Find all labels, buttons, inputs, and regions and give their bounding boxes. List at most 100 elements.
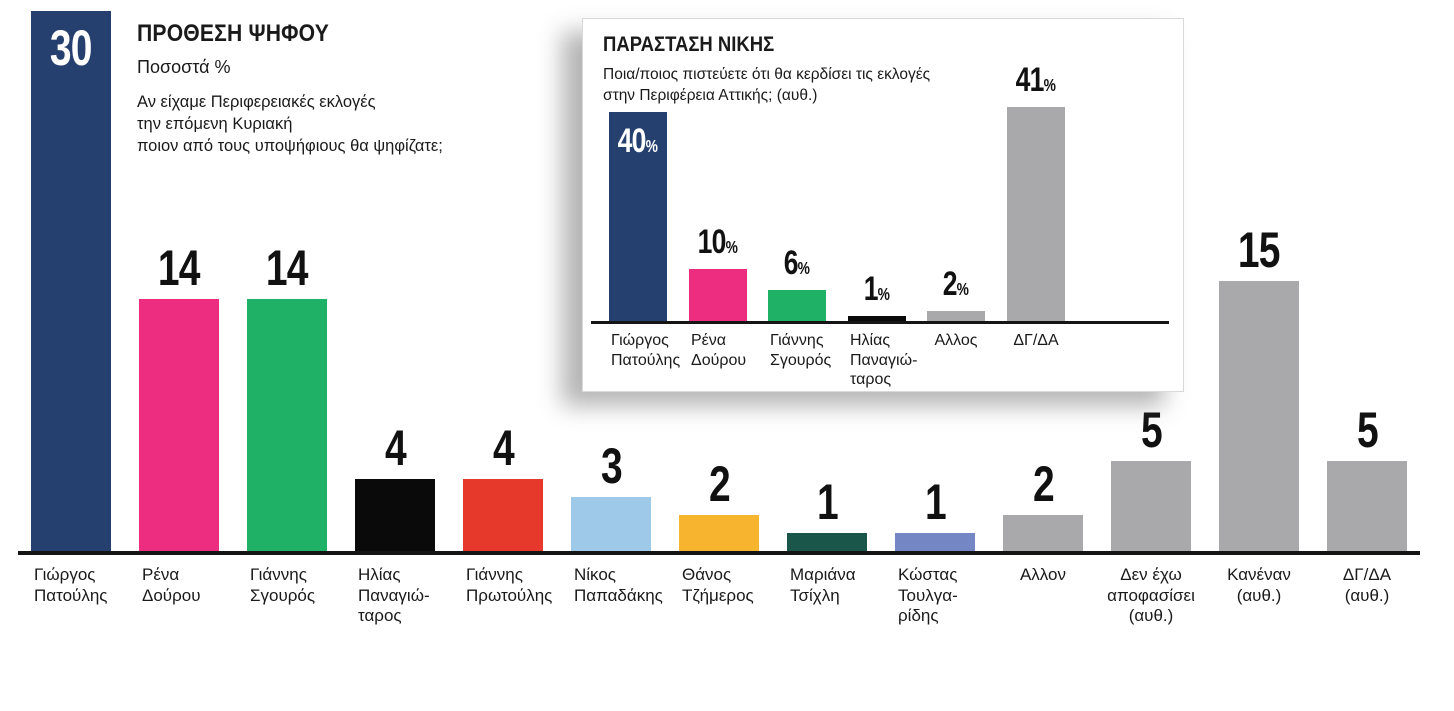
bar-label-line: (αυθ.): [1128, 606, 1174, 626]
bar-label: Γιώργος Πατούλης: [611, 331, 707, 370]
bar-value-number: 10%: [697, 223, 739, 261]
inset-panel: ΠΑΡΑΣΤΑΣΗ ΝΙΚΗΣ Ποια/ποιος πιστεύετε ότι…: [582, 18, 1184, 392]
bar: [463, 479, 543, 551]
bar-value-number: 5: [1140, 402, 1163, 458]
main-chart-header: ΠΡΟΘΕΣΗ ΨΗΦΟΥ Ποσοστά % Αν είχαμε Περιφε…: [137, 20, 443, 158]
bar-label: Δεν έχω αποφασίσει (αυθ.): [1092, 565, 1210, 627]
bar-label-line: Γιώργος: [611, 332, 669, 349]
bar-label-line: Τουλγα-: [898, 585, 958, 605]
bar-value: 5: [1307, 405, 1427, 455]
bar-value-number: 2%: [942, 265, 970, 303]
bar-label-line: Ηλίας: [850, 332, 891, 349]
question-line: Αν είχαμε Περιφερειακές εκλογές: [137, 93, 376, 111]
bar-label-line: Δεν έχω: [1120, 565, 1182, 584]
bar: [139, 299, 219, 551]
bar-label: Γιάννης Πρωτούλης: [466, 565, 584, 606]
bar-value-number: 1: [924, 474, 947, 530]
bar-label-line: Νίκος: [574, 565, 616, 584]
bar: [31, 11, 111, 551]
bar-label: Γιώργος Πατούλης: [34, 565, 152, 606]
bar-value: 2: [983, 459, 1103, 509]
bar-value-number: 15: [1238, 222, 1281, 278]
main-chart-question: Αν είχαμε Περιφερειακές εκλογές την επόμ…: [137, 92, 443, 158]
bar: [247, 299, 327, 551]
bar-value-number: 2: [1032, 456, 1055, 512]
bar: [571, 497, 651, 551]
bar-label-line: Θάνος: [682, 565, 732, 584]
bar-label-line: Πατούλης: [611, 351, 681, 369]
bar-label-line: Αλλον: [1019, 565, 1067, 584]
bar-value: 15: [1199, 225, 1319, 275]
bar-value-number: 40%: [617, 122, 659, 160]
bar-label: Γιάννης Σγουρός: [250, 565, 368, 606]
bar: [848, 316, 906, 321]
bar-label-line: Τζήμερος: [682, 585, 754, 605]
bar: [768, 290, 826, 321]
question-line: ποιον από τους υποψήφιους θα ψηφίζατε;: [137, 136, 443, 155]
bar-value: 30: [11, 23, 131, 73]
bar-label-line: Σγουρός: [770, 351, 832, 369]
bar-value: 10%: [658, 225, 778, 259]
bar-label-line: Ρένα: [142, 565, 180, 584]
main-chart-subtitle: Ποσοστά %: [137, 57, 231, 77]
bar-label-line: Γιάννης: [770, 332, 824, 349]
bar-label-line: Δούρου: [142, 585, 201, 605]
bar-label: Νίκος Παπαδάκης: [574, 565, 692, 606]
bar: [355, 479, 435, 551]
main-x-axis: [18, 551, 1420, 555]
bar-value-number: 1%: [863, 270, 891, 308]
percent-sign: %: [1043, 75, 1057, 95]
bar-value: 3: [551, 441, 671, 491]
bar-label-line: Πρωτούλης: [466, 585, 553, 605]
inset-subtitle-line: Ποια/ποιος πιστεύετε ότι θα κερδίσει τις…: [603, 66, 931, 83]
bar-label: Ηλίας Παναγιώ-ταρος: [358, 565, 476, 627]
bar-value: 1%: [817, 272, 937, 306]
inset-x-axis: [591, 321, 1169, 324]
inset-subtitle-line: στην Περιφέρεια Αττικής; (αυθ.): [603, 86, 818, 104]
bar: [1003, 515, 1083, 551]
bar-value-number: 4: [384, 420, 407, 476]
bar-label-line: ΔΓ/ΔΑ: [1342, 565, 1392, 584]
bar-label-line: Κανέναν: [1227, 565, 1291, 584]
bar-label: ΔΓ/ΔΑ (αυθ.): [1308, 565, 1426, 606]
bar-label-line: Σγουρός: [250, 585, 316, 605]
bar-value-number: 14: [158, 240, 201, 296]
inset-chart-subtitle: Ποια/ποιος πιστεύετε ότι θα κερδίσει τις…: [603, 65, 930, 107]
bar-label-line: Πατούλης: [34, 585, 108, 605]
bar-label-line: Γιάννης: [250, 565, 307, 584]
bar-value: 6%: [737, 246, 857, 280]
bar-label: Κανέναν (αυθ.): [1200, 565, 1318, 606]
bar-label: Αλλος: [908, 331, 1004, 351]
bar-label-line: Ηλίας: [358, 565, 401, 584]
bar-label-line: Γιάννης: [466, 565, 523, 584]
bar: [1007, 107, 1065, 321]
bar: [689, 269, 747, 321]
bar-value: 40%: [578, 124, 698, 158]
bar: [1111, 461, 1191, 551]
percent-sign: %: [797, 258, 811, 278]
bar-label-line: (αυθ.): [1344, 585, 1390, 605]
bar: [609, 112, 667, 321]
bar-label-line: ΔΓ/ΔΑ: [1013, 332, 1059, 349]
bar-label-line: Κώστας: [898, 565, 958, 584]
inset-chart-title: ΠΑΡΑΣΤΑΣΗ ΝΙΚΗΣ: [603, 33, 775, 56]
bar-label-line: Αλλος: [934, 332, 978, 349]
bar-label: Ρένα Δούρου: [691, 331, 787, 370]
bar-value-number: 3: [600, 438, 623, 494]
bar-label: Θάνος Τζήμερος: [682, 565, 800, 606]
bar-value-number: 2: [708, 456, 731, 512]
bar-value: 1: [875, 477, 995, 527]
bar: [895, 533, 975, 551]
bar: [1327, 461, 1407, 551]
percent-sign: %: [725, 237, 739, 257]
bar-label: Μαριάνα Τσίχλη: [790, 565, 908, 606]
bar-label-line: ταρος: [850, 371, 892, 389]
bar-value: 2: [659, 459, 779, 509]
bar-label-line: Γιώργος: [34, 565, 96, 584]
bar: [1219, 281, 1299, 551]
bar-label-line: Παπαδάκης: [574, 585, 663, 605]
bar-label: Ρένα Δούρου: [142, 565, 260, 606]
bar-label-line: Παναγιώ-: [358, 585, 430, 605]
percent-sign: %: [877, 284, 891, 304]
